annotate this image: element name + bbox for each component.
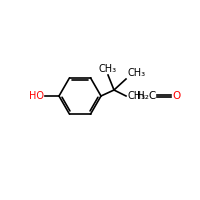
Text: H₂C: H₂C	[137, 91, 156, 101]
Text: CH₃: CH₃	[99, 64, 117, 74]
Text: CH₃: CH₃	[127, 91, 145, 101]
Text: CH₃: CH₃	[127, 68, 145, 78]
Text: O: O	[173, 91, 181, 101]
Text: HO: HO	[29, 91, 44, 101]
